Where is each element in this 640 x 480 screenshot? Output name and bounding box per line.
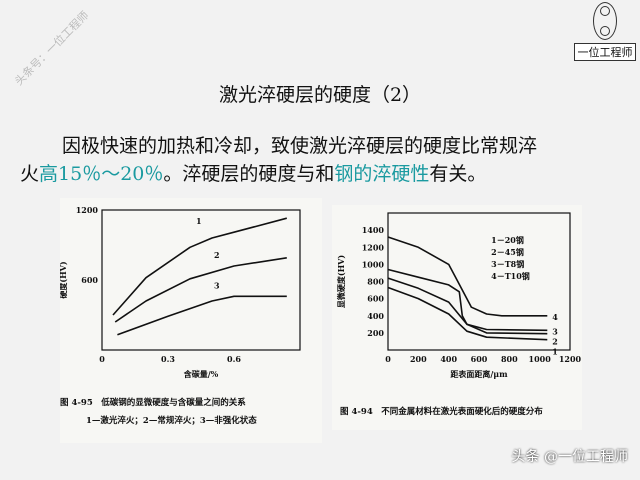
legend-entry: 2－45钢 [491,247,524,257]
series-label: 4 [552,312,558,322]
y-tick-label: 600 [367,294,384,304]
highlight-hardenability: 钢的淬硬性 [334,163,430,185]
x-tick-label: 0.3 [161,354,175,364]
caption: 图 4-94 不同金属材料在激光表面硬化后的硬度分布 [340,407,543,417]
y-tick-label: 600 [81,275,98,285]
watermark: 头条号：一位工程师 [12,8,92,88]
y-tick-label: 200 [367,328,384,338]
caption-legend: 1—激光淬火；2—常规淬火；3—非强化状态 [86,416,257,426]
y-tick-label: 400 [367,311,384,321]
plot-frame [387,212,571,351]
y-tick-label: 1000 [362,259,385,269]
x-tick-label: 400 [440,354,457,364]
series-label: 2 [214,250,220,260]
series-line-2 [387,277,548,335]
x-tick-label: 0.6 [227,354,241,364]
series-label: 1 [196,216,202,226]
slide-title: 激光淬硬层的硬度（2） [218,84,422,106]
caption: 图 4-95 低碳钢的显微硬度与含碳量之间的关系 [60,398,246,408]
legend-entry: 4－T10钢 [491,271,530,281]
series-label: 3 [552,326,558,336]
x-axis-label: 距表面距离/μm [450,369,508,379]
x-tick-label: 0 [385,354,391,364]
x-tick-label: 1200 [559,354,582,364]
y-tick-label: 1200 [76,205,99,215]
y-tick-label: 1400 [362,225,385,235]
chart-depth-hardness: 0 200 400 600 800 1000 1200 200 400 600 800 1000 120… [336,212,582,379]
x-tick-label: 0 [99,354,105,364]
text: 。淬硬层的硬度与和 [163,163,335,185]
x-tick-label: 800 [501,354,518,364]
highlight-percent: 高15％～20％ [39,163,164,185]
logo-emblem-icon [593,2,617,40]
y-axis-label: 硬度(HV) [60,261,68,299]
series-line-1 [112,217,288,316]
y-tick-label: 800 [367,277,384,287]
para-line-1: 因极快速的加热和冷却，致使激光淬硬层的硬度比常规淬 [62,135,538,157]
legend-entry: 3－T8钢 [491,259,524,269]
figure-4-95: 0 0.3 0.6 600 1200 含碳量/% 硬度(HV) 1 2 3 图 4-95 低碳钢的… [58,198,322,443]
text: 有关。 [429,163,487,185]
footer-watermark: 头条 @一位工程师 [511,449,628,465]
plot-frame [101,209,301,351]
body-paragraph: 因极快速的加热和冷却，致使激光淬硬层的硬度比常规淬 火高15％～20％。淬硬层的… [20,132,630,188]
series-line-1 [387,286,548,341]
y-tick-label: 1200 [362,242,385,252]
series-line-4 [387,236,548,317]
series-label: 1 [552,346,558,356]
x-tick-label: 600 [471,354,488,364]
chart-carbon-hardness: 0 0.3 0.6 600 1200 含碳量/% 硬度(HV) 1 2 3 [58,205,301,379]
series-label: 3 [214,280,220,290]
figure-4-94: 0 200 400 600 800 1000 1200 200 400 600 800 1000 120… [332,205,582,430]
x-tick-label: 200 [410,354,427,364]
series-label: 2 [552,336,558,346]
logo: 一位工程师 [574,2,636,61]
legend-entry: 1－20钢 [491,235,524,245]
logo-name: 一位工程师 [574,43,636,61]
text: 火 [20,163,40,185]
x-axis-label: 含碳量/% [184,369,219,379]
series-line-2 [114,257,287,323]
series-line-3 [387,268,548,332]
series-line-3 [117,295,287,336]
y-axis-label: 显微硬度(HV) [336,255,346,309]
x-tick-label: 1000 [529,354,552,364]
